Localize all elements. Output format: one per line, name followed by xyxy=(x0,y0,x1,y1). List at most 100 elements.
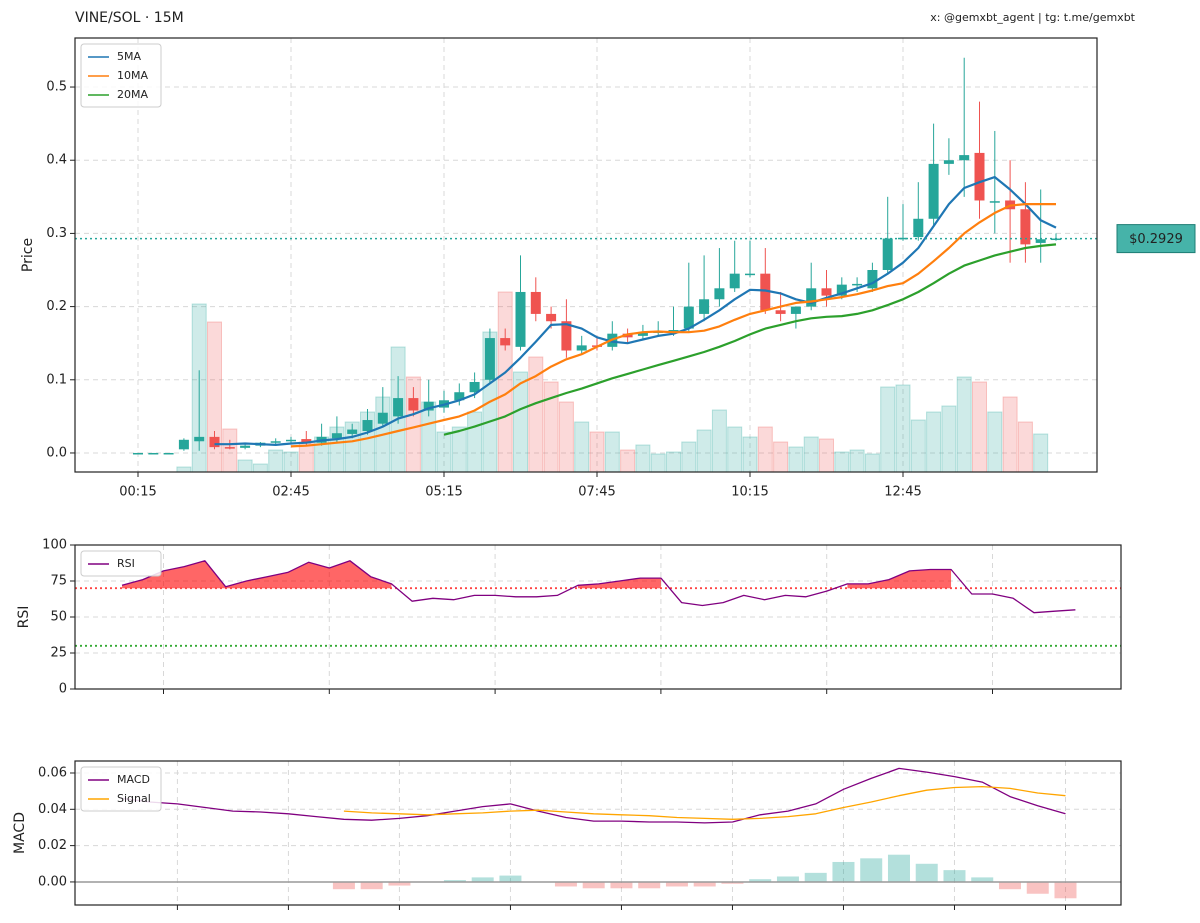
candle-body xyxy=(500,338,511,346)
histogram-bar xyxy=(665,881,688,887)
volume-bar xyxy=(880,386,896,473)
candle-body xyxy=(576,345,587,351)
candle-body xyxy=(974,152,985,201)
candle-body xyxy=(393,398,404,417)
volume-bar xyxy=(604,431,620,473)
histogram-bar xyxy=(388,881,411,886)
candle-body xyxy=(943,160,954,164)
plot-frame xyxy=(74,760,1122,906)
candle-body xyxy=(928,163,939,219)
volume-bar xyxy=(727,426,743,473)
volume-bar xyxy=(252,463,268,473)
series-line xyxy=(121,767,1066,824)
volume-bar xyxy=(558,401,574,473)
candle-body xyxy=(1035,239,1046,243)
x-tick-label: 12:45 xyxy=(884,485,921,500)
histogram-bar xyxy=(693,881,716,887)
volume-bar xyxy=(864,453,880,473)
chart-title: VINE/SOL · 15M xyxy=(75,10,184,26)
volume-bar xyxy=(696,429,712,473)
histogram-bar xyxy=(804,872,827,882)
candle-body xyxy=(331,433,342,439)
series-line xyxy=(343,785,1066,820)
volume-bar xyxy=(589,431,605,473)
volume-bar xyxy=(467,411,483,473)
candle-body xyxy=(148,452,159,455)
candle-body xyxy=(913,218,924,238)
histogram-bar xyxy=(1026,881,1049,894)
volume-bar xyxy=(176,466,192,473)
series-line xyxy=(290,203,1056,448)
histogram-bar xyxy=(971,877,994,882)
candle-body xyxy=(194,436,205,442)
volume-bar xyxy=(941,405,957,473)
candle-body xyxy=(806,288,817,307)
candle-body xyxy=(301,439,312,444)
candle-body xyxy=(286,439,296,442)
legend-box xyxy=(80,550,162,577)
legend-label: Signal xyxy=(117,792,151,805)
series-line xyxy=(443,243,1057,436)
legend-label: 20MA xyxy=(117,88,148,101)
volume-bar xyxy=(972,381,987,473)
y-tick-label: 0 xyxy=(59,682,67,697)
candle-body xyxy=(714,288,725,300)
volume-bar xyxy=(268,449,284,473)
candle-body xyxy=(362,420,373,432)
candle-body xyxy=(209,436,220,448)
volume-bar xyxy=(497,291,513,473)
y-axis-label: MACD xyxy=(12,812,28,854)
volume-bar xyxy=(436,431,452,473)
volume-bar xyxy=(910,419,926,473)
volume-bar xyxy=(207,321,222,473)
candle-body xyxy=(729,273,740,289)
y-tick-label: 0.2 xyxy=(46,299,67,314)
histogram-bar xyxy=(998,881,1021,890)
current-price-box xyxy=(1116,224,1196,254)
histogram-bar xyxy=(832,861,855,882)
x-tick-label: 05:15 xyxy=(425,485,462,500)
volume-bar xyxy=(1033,433,1049,473)
volume-bar xyxy=(711,409,727,473)
legend-box xyxy=(80,43,162,108)
candle-body xyxy=(240,445,251,448)
candle-body xyxy=(959,155,970,161)
histogram-bar xyxy=(1054,881,1077,899)
volume-bar xyxy=(666,451,681,473)
y-tick-label: 0.02 xyxy=(38,838,67,853)
candle-body xyxy=(224,447,235,449)
volume-bar xyxy=(574,421,590,473)
candle-body xyxy=(454,392,465,401)
histogram-bar xyxy=(860,858,883,882)
y-tick-label: 50 xyxy=(50,610,67,625)
y-tick-label: 0.4 xyxy=(46,153,67,168)
histogram-bar xyxy=(360,881,383,890)
candle-body xyxy=(270,441,281,443)
series-line xyxy=(121,560,1076,614)
histogram-bar xyxy=(776,876,799,882)
candle-body xyxy=(133,452,143,455)
candle-body xyxy=(163,452,174,455)
volume-bar xyxy=(987,411,1003,473)
candle-body xyxy=(760,273,771,311)
volume-bar xyxy=(788,446,804,473)
volume-bar xyxy=(635,444,651,473)
histogram-bar xyxy=(749,879,772,882)
volume-bar xyxy=(926,411,942,473)
volume-bar xyxy=(895,384,911,473)
histogram-bar xyxy=(915,863,938,882)
legend-label: 5MA xyxy=(117,50,141,63)
volume-bar xyxy=(773,441,789,473)
candle-body xyxy=(178,439,189,450)
candle-body xyxy=(745,273,755,276)
histogram-bar xyxy=(638,881,661,889)
candle-body xyxy=(790,306,801,314)
candle-body xyxy=(377,412,388,424)
legend-label: 10MA xyxy=(117,69,148,82)
y-tick-label: 0.3 xyxy=(46,226,67,241)
plot-frame xyxy=(74,37,1098,473)
volume-bar xyxy=(757,426,773,473)
volume-bar xyxy=(956,376,972,473)
volume-bar xyxy=(742,436,758,473)
